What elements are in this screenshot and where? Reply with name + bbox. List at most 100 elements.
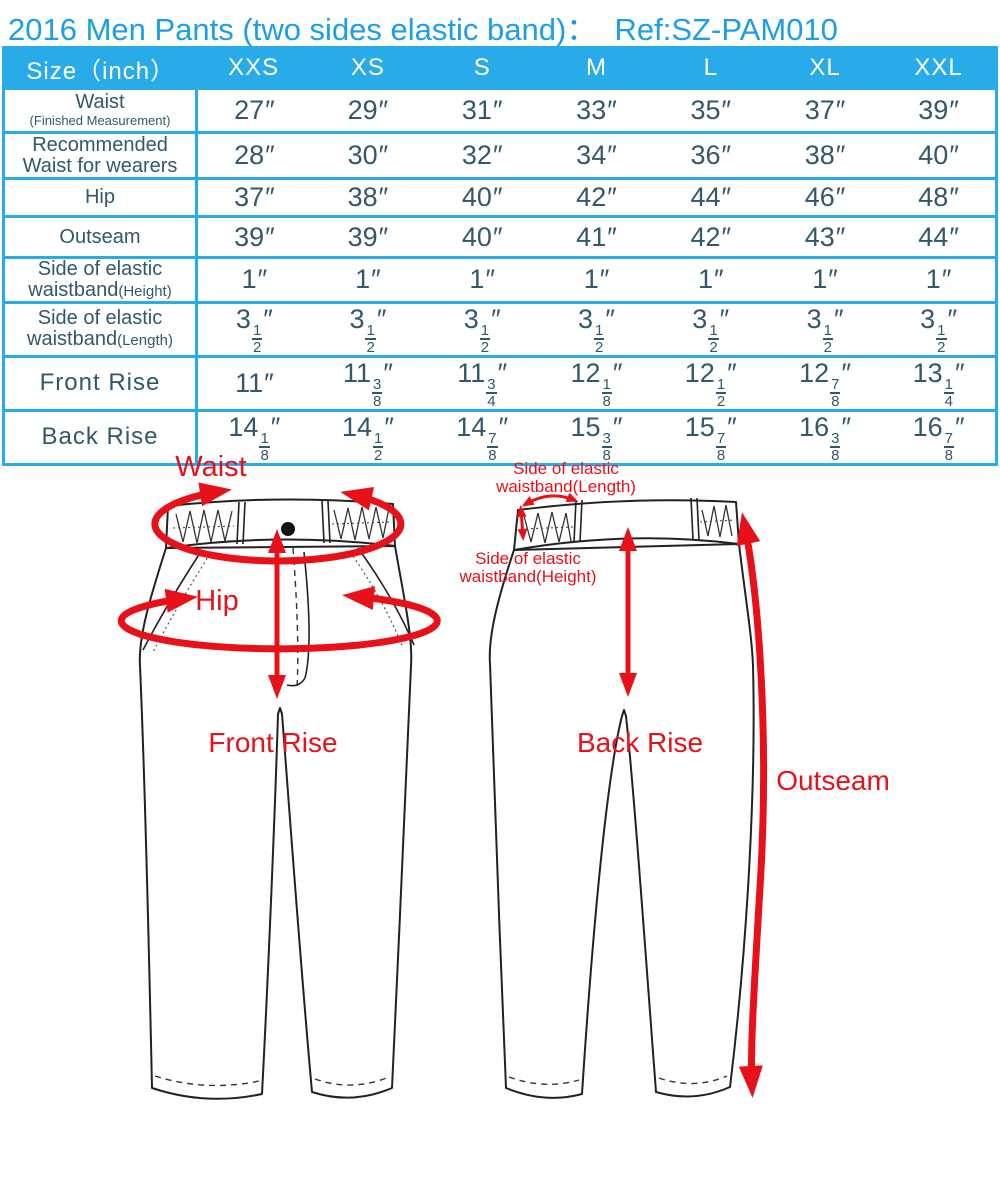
front-waistband <box>165 498 396 549</box>
row-label-cell: Recommended Waist for wearers <box>3 132 198 179</box>
back-right-hem-stitch <box>658 1075 728 1085</box>
elastic-length-label-line1: Side of elastic <box>513 459 619 478</box>
front-pants-body <box>138 545 413 1100</box>
size-column-header: XXL <box>882 47 997 89</box>
size-table-header: Size（inch） XXS XS S M L XL XXL <box>3 47 997 89</box>
size-value-cell: 1″ <box>355 264 381 295</box>
back-left-elastic-midline <box>520 526 574 530</box>
size-value-cell: 3 1 2 ″ <box>578 303 615 356</box>
size-value-cell: 12 1 2 ″ <box>684 357 737 410</box>
row-label-cell: Waist (Finished Measurement) <box>3 88 198 133</box>
size-value-cell: 38″ <box>347 182 389 212</box>
size-value-cell: 27″ <box>234 95 275 125</box>
row-label-cell: Hip <box>3 178 198 217</box>
pants-front-view <box>138 498 415 1100</box>
outseam-arrow <box>736 512 768 1098</box>
size-table-body: Waist (Finished Measurement) 27″ 29″ 31″ 33″ 3… <box>3 88 997 465</box>
row-label-cell: Side of elastic waistband(Height) <box>3 257 198 303</box>
row-label-cell: Side of elastic waistband(Length) <box>3 302 198 357</box>
size-value-cell: 1″ <box>925 264 952 295</box>
size-table-row: Front Rise 11″ 11 3 8 ″ 11 3 4 ″ 12 1 8 ″ 12 1 2 ″ 12 7 8 ″ 13… <box>3 356 997 411</box>
size-value-cell: 3 1 2 ″ <box>806 303 844 356</box>
size-value-cell: 3 1 2 ″ <box>920 303 958 356</box>
size-unit-header: Size（inch） <box>3 47 197 89</box>
size-value-cell: 1″ <box>812 264 838 295</box>
size-table-row: Hip 37″ 38″ 40″ 42″ 44″ 46″ 48″ <box>3 178 997 217</box>
size-value-cell: 1″ <box>241 264 268 295</box>
size-value-cell: 1″ <box>583 264 610 295</box>
front-rise-label: Front Rise <box>208 727 337 758</box>
waist-label: Waist <box>175 451 246 483</box>
back-waistband-seam-left <box>573 499 577 543</box>
size-value-cell: 12 1 8 ″ <box>570 357 623 410</box>
size-column-header: M <box>539 47 654 89</box>
size-value-cell: 39″ <box>234 221 275 252</box>
elastic-height-arrow <box>516 505 528 541</box>
size-value-cell: 31″ <box>461 95 503 125</box>
size-value-cell: 35″ <box>690 95 732 125</box>
back-left-hem-stitch <box>508 1076 580 1086</box>
size-value-cell: 33″ <box>576 95 617 125</box>
outseam-label: Outseam <box>776 765 890 796</box>
size-value-cell: 13 1 4 ″ <box>912 357 965 410</box>
size-value-cell: 30″ <box>347 140 389 170</box>
elastic-height-label-line1: Side of elastic <box>475 549 581 568</box>
size-value-cell: 43″ <box>804 221 846 252</box>
size-value-cell: 3 1 2 ″ <box>349 303 387 356</box>
pants-back-view <box>488 497 755 1099</box>
pants-measurement-diagram: Waist Hip Front Rise Side of elastic wai… <box>117 451 890 1100</box>
size-value-cell: 46″ <box>804 182 846 212</box>
size-value-cell: 39″ <box>347 221 389 252</box>
size-column-header: XXS <box>196 47 311 89</box>
front-left-elastic-midline <box>172 525 235 529</box>
hip-label: Hip <box>195 585 239 617</box>
size-column-header: XS <box>310 47 426 89</box>
size-value-cell: 42″ <box>690 221 732 252</box>
size-value-cell: 42″ <box>576 182 617 212</box>
size-column-header: XL <box>767 47 883 89</box>
size-table-row: Recommended Waist for wearers 28″ 30″ 32″ 34″… <box>3 132 997 179</box>
size-value-cell: 11 3 8 ″ <box>342 357 393 410</box>
size-value-cell: 39″ <box>918 95 959 125</box>
size-column-header: L <box>653 47 768 89</box>
size-value-cell: 37″ <box>234 182 275 212</box>
size-value-cell: 14 7 8 ″ <box>456 411 509 464</box>
size-value-cell: 16 3 8 ″ <box>799 411 852 464</box>
back-pants-body <box>488 543 755 1099</box>
size-value-cell: 40″ <box>461 182 503 212</box>
size-table-row: Back Rise 14 1 8 ″ 14 1 2 ″ 14 7 8 ″ 15 3 8 ″ 15 7 8 ″ 16 3 8 ″ 1… <box>3 410 997 465</box>
size-value-cell: 3 1 2 ″ <box>463 303 501 356</box>
row-label-cell: Outseam <box>3 216 198 258</box>
size-value-cell: 44″ <box>690 182 732 212</box>
size-table-row: Side of elastic waistband(Length) 3 1 2 ″ 3 1 2 ″… <box>3 302 997 357</box>
size-column-header: S <box>425 47 540 89</box>
size-value-cell: 29″ <box>347 95 389 125</box>
size-value-cell: 11″ <box>235 367 274 398</box>
page-title: 2016 Men Pants (two sides elastic band)：… <box>8 12 838 47</box>
size-value-cell: 11 3 4 ″ <box>457 357 508 410</box>
size-value-cell: 44″ <box>918 221 959 252</box>
elastic-length-arrow <box>521 492 579 507</box>
size-value-cell: 3 1 2 ″ <box>692 303 730 356</box>
size-value-cell: 40″ <box>918 140 959 170</box>
size-value-cell: 36″ <box>690 140 732 170</box>
size-table-row: Waist (Finished Measurement) 27″ 29″ 31″ 33″ 3… <box>3 88 997 133</box>
size-value-cell: 41″ <box>576 221 617 252</box>
elastic-height-label-line2: waistband(Height) <box>458 567 596 586</box>
size-value-cell: 15 3 8 ″ <box>570 411 623 464</box>
front-right-hem-stitch <box>314 1076 390 1086</box>
size-value-cell: 40″ <box>461 221 503 252</box>
front-left-hem-stitch <box>154 1075 260 1087</box>
size-value-cell: 37″ <box>804 95 846 125</box>
size-value-cell: 38″ <box>804 140 846 170</box>
size-value-cell: 28″ <box>234 140 275 170</box>
size-value-cell: 14 1 2 ″ <box>341 411 394 464</box>
size-table-row: Side of elastic waistband(Height) 1″ 1″ 1″ 1″… <box>3 257 997 303</box>
hip-measure-arrow <box>117 586 441 653</box>
row-label-cell: Back Rise <box>3 410 198 465</box>
elastic-length-label-line2: waistband(Length) <box>495 477 636 496</box>
size-value-cell: 1″ <box>697 264 724 295</box>
size-value-cell: 1″ <box>469 264 495 295</box>
size-value-cell: 15 7 8 ″ <box>684 411 737 464</box>
